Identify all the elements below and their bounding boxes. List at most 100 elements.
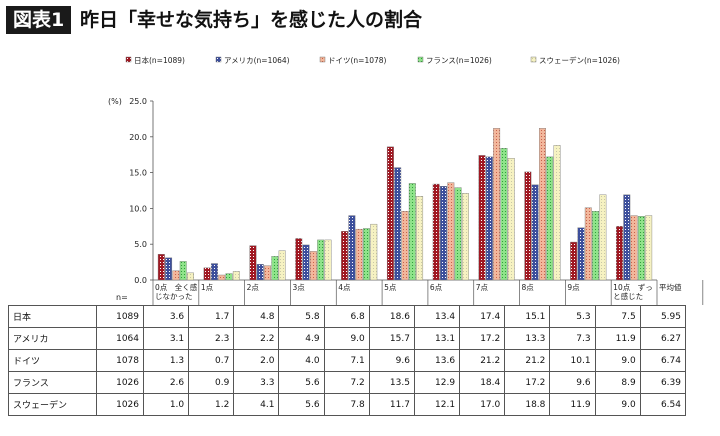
- y-tick-label: 25.0: [129, 97, 147, 106]
- legend-swatch: [319, 56, 326, 63]
- mean-cell: 6.27: [639, 327, 687, 350]
- table-row: アメリカ 1064 3.1 2.3 2.2 4.9 9.0 15.7 13.1 17.2 13.3 7…: [8, 327, 687, 350]
- value-cell: 1.3: [142, 349, 190, 372]
- value-cell: 4.9: [278, 327, 325, 350]
- bar: [324, 239, 332, 281]
- bar: [302, 244, 310, 281]
- y-tick-label: 10.0: [129, 204, 147, 213]
- value-cell: 10.1: [549, 349, 596, 372]
- value-cell: 13.5: [368, 371, 415, 394]
- figure-title: 昨日「幸せな気持ち」を感じた人の割合: [80, 9, 423, 31]
- category-label: 8点: [522, 283, 535, 292]
- category-label: 平均値: [659, 282, 682, 292]
- value-cell: 5.6: [278, 371, 325, 394]
- value-cell: 18.6: [368, 305, 415, 328]
- bar: [592, 211, 600, 281]
- mean-cell: 6.74: [639, 349, 687, 372]
- value-cell: 8.9: [594, 371, 641, 394]
- row-label: 日本: [8, 305, 97, 328]
- value-cell: 17.2: [504, 371, 551, 394]
- bar: [546, 156, 554, 281]
- value-cell: 21.2: [504, 349, 551, 372]
- value-cell: 2.3: [188, 327, 235, 350]
- category-label: 9点: [567, 283, 580, 292]
- value-cell: 3.6: [142, 305, 190, 328]
- bar: [295, 238, 303, 281]
- sample-size-cell: 1089: [96, 305, 144, 328]
- bar: [309, 251, 317, 281]
- bar: [317, 239, 325, 281]
- legend-label: スウェーデン(n=1026): [539, 55, 620, 65]
- mean-cell: 6.39: [639, 371, 687, 394]
- value-cell: 13.3: [504, 327, 551, 350]
- value-cell: 17.4: [459, 305, 506, 328]
- sample-size-cell: 1026: [96, 371, 144, 394]
- value-cell: 7.5: [594, 305, 641, 328]
- value-cell: 13.4: [413, 305, 461, 328]
- value-cell: 9.0: [594, 349, 641, 372]
- value-cell: 4.8: [233, 305, 280, 328]
- value-cell: 5.8: [278, 305, 325, 328]
- bar: [524, 171, 532, 281]
- figure-header: 図表1 昨日「幸せな気持ち」を感じた人の割合: [0, 0, 720, 40]
- bar: [416, 196, 424, 281]
- value-cell: 7.1: [323, 349, 370, 372]
- bar: [341, 231, 349, 281]
- value-cell: 7.3: [549, 327, 596, 350]
- row-label: スウェーデン: [8, 393, 97, 416]
- bar: [645, 215, 653, 281]
- value-cell: 15.1: [504, 305, 551, 328]
- y-tick-label: 20.0: [129, 133, 147, 142]
- legend-swatch: [125, 56, 132, 63]
- bar: [232, 271, 240, 281]
- bar: [637, 216, 645, 281]
- category-label: 0点 全く感: [155, 282, 198, 292]
- category-label: と感じた: [613, 291, 643, 301]
- bar-group: [249, 245, 286, 281]
- bar: [203, 267, 211, 281]
- bar: [577, 227, 585, 281]
- value-cell: 5.3: [549, 305, 596, 328]
- legend-swatch: [215, 56, 222, 63]
- n-label: n=: [116, 293, 128, 302]
- value-cell: 21.2: [459, 349, 506, 372]
- category-label: 6点: [430, 283, 443, 292]
- category-label: じなかった: [155, 292, 193, 301]
- bar: [394, 167, 402, 281]
- legend-label: フランス(n=1026): [426, 56, 492, 65]
- value-cell: 1.7: [188, 305, 235, 328]
- category-label: 4点: [338, 283, 351, 292]
- value-cell: 5.6: [278, 393, 325, 416]
- chart-legend: 日本(n=1089) アメリカ(n=1064) ドイツ(n=1078) フランス(n=…: [125, 55, 620, 65]
- bar: [172, 270, 180, 281]
- row-label: フランス: [8, 371, 97, 394]
- y-axis-label: (%): [108, 97, 122, 106]
- bar-group: [478, 128, 515, 281]
- y-tick-label: 5.0: [134, 240, 147, 249]
- bar: [187, 272, 194, 281]
- bar: [584, 207, 592, 281]
- bar: [432, 183, 440, 281]
- bar: [531, 184, 539, 281]
- bar-group: [432, 182, 469, 281]
- value-cell: 9.6: [549, 371, 596, 394]
- legend-swatch: [530, 56, 537, 63]
- bar: [348, 215, 356, 281]
- value-cell: 3.3: [233, 371, 280, 394]
- y-tick-label: 0.0: [134, 276, 147, 285]
- bar: [623, 194, 631, 281]
- value-cell: 11.9: [594, 327, 641, 350]
- value-cell: 2.0: [233, 349, 280, 372]
- category-label: 3点: [292, 283, 305, 292]
- mean-cell: 6.54: [639, 393, 687, 416]
- bar: [599, 194, 607, 281]
- category-label: 7点: [476, 283, 489, 292]
- value-cell: 12.9: [413, 371, 461, 394]
- sample-size-cell: 1064: [96, 327, 144, 350]
- bar: [454, 187, 462, 281]
- category-label: 10点 ずっ: [613, 282, 653, 292]
- legend-label: 日本(n=1089): [134, 55, 185, 65]
- bar: [157, 254, 165, 281]
- bar: [363, 228, 370, 281]
- value-cell: 12.1: [413, 393, 461, 416]
